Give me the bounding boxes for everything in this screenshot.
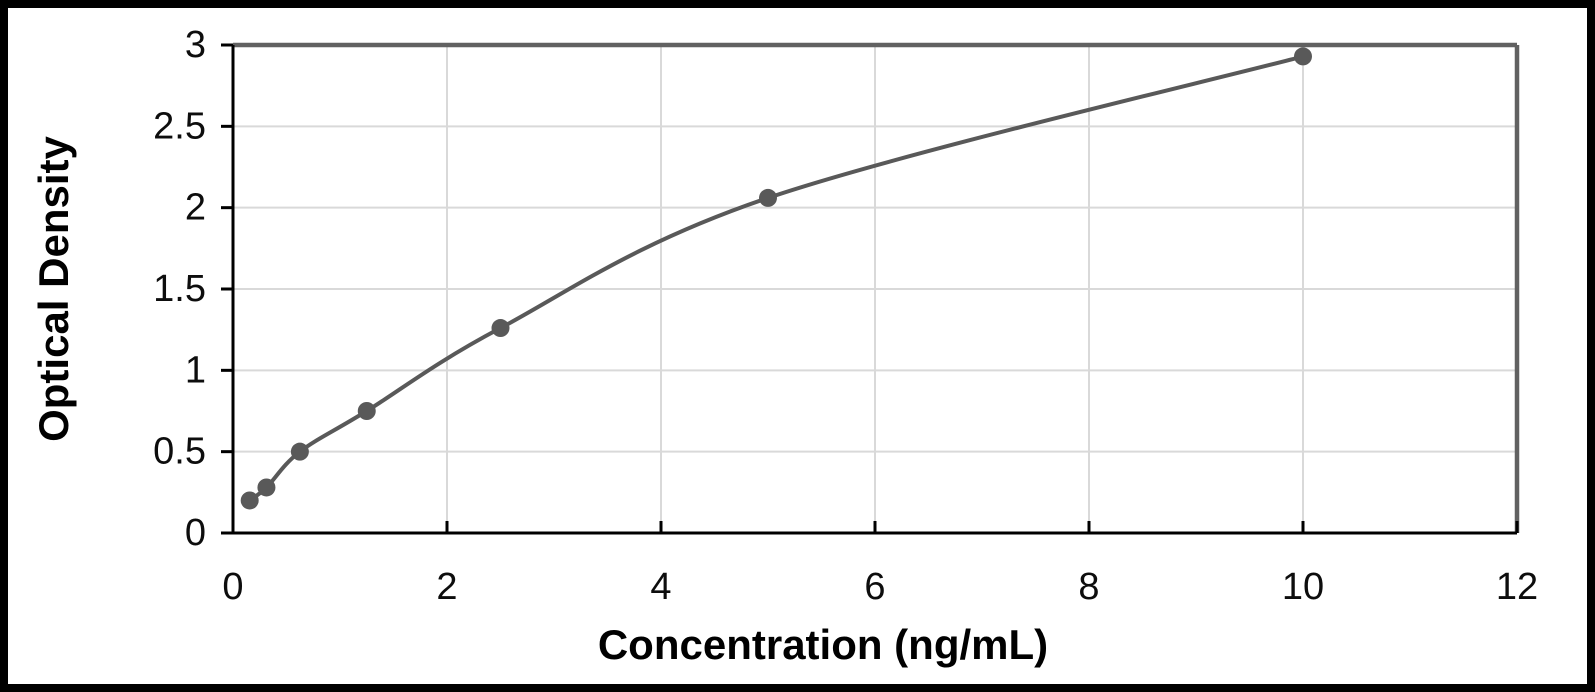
data-point-marker bbox=[240, 491, 259, 510]
data-point-marker bbox=[290, 442, 309, 461]
y-tick-label: 0.5 bbox=[153, 431, 206, 473]
y-tick-label: 2 bbox=[185, 187, 206, 229]
y-tick-label: 1 bbox=[185, 349, 206, 391]
data-point-marker bbox=[759, 188, 777, 207]
y-tick-label: 1.5 bbox=[153, 268, 206, 310]
data-point-marker bbox=[491, 319, 510, 338]
data-point-marker bbox=[1294, 47, 1312, 66]
x-tick-label: 12 bbox=[1496, 566, 1538, 608]
x-tick-label: 6 bbox=[864, 566, 885, 608]
curve-line bbox=[247, 54, 1305, 503]
x-tick-label: 10 bbox=[1282, 566, 1324, 608]
data-point-marker bbox=[257, 478, 276, 497]
y-tick-label: 2.5 bbox=[153, 105, 206, 147]
x-axis-title: Concentration (ng/mL) bbox=[597, 621, 1049, 668]
x-tick-label: 4 bbox=[650, 566, 671, 608]
y-tick-label: 0 bbox=[185, 512, 206, 554]
x-tick-label: 2 bbox=[436, 566, 457, 608]
x-tick-label: 0 bbox=[222, 566, 243, 608]
x-tick-label: 8 bbox=[1078, 566, 1099, 608]
data-point-marker bbox=[357, 402, 376, 420]
y-tick-label: 3 bbox=[185, 24, 206, 66]
plot-area: 0 0.5 1 1.5 2 2.5 3 0 2 4 6 8 10 12 bbox=[153, 24, 1538, 608]
y-axis-title: Optical Density bbox=[30, 136, 77, 442]
